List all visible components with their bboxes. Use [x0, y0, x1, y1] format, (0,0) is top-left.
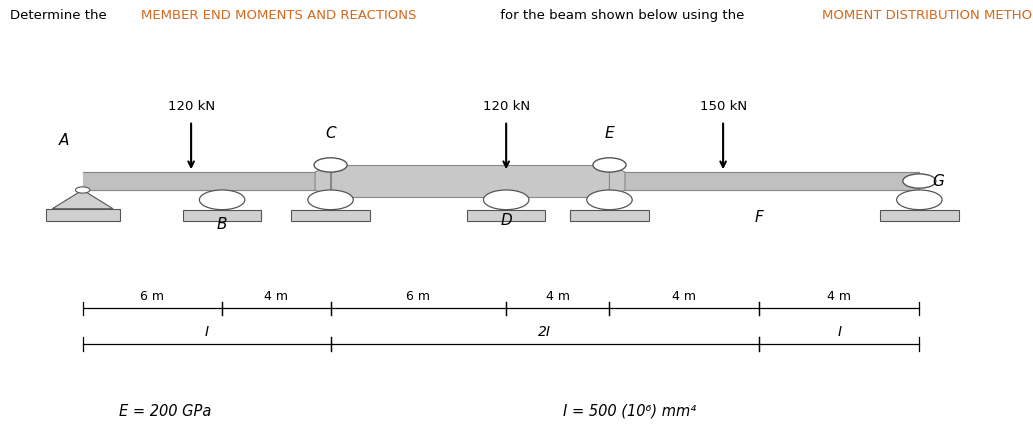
Bar [83, 172, 919, 190]
Polygon shape [53, 190, 113, 209]
Bar [183, 210, 261, 221]
Bar [45, 209, 120, 221]
Text: I = 500 (10⁶) mm⁴: I = 500 (10⁶) mm⁴ [563, 404, 696, 419]
Circle shape [314, 158, 347, 172]
Circle shape [308, 190, 353, 210]
Text: F: F [755, 210, 763, 225]
Text: E = 200 GPa: E = 200 GPa [119, 404, 211, 419]
Text: 2I: 2I [538, 325, 552, 339]
Text: 4 m: 4 m [545, 290, 570, 303]
Bar [880, 210, 959, 221]
Text: for the beam shown below using the: for the beam shown below using the [496, 9, 749, 22]
Circle shape [587, 190, 632, 210]
Text: 4 m: 4 m [672, 290, 696, 303]
Text: MOMENT DISTRIBUTION METHOD: MOMENT DISTRIBUTION METHOD [822, 9, 1033, 22]
Bar [291, 210, 370, 221]
Text: A: A [59, 132, 69, 148]
Polygon shape [315, 165, 331, 197]
Circle shape [483, 190, 529, 210]
Text: D: D [500, 213, 512, 228]
Bar [625, 172, 919, 190]
Text: I: I [838, 325, 841, 339]
Text: 120 kN: 120 kN [167, 100, 215, 113]
Bar [467, 210, 545, 221]
Circle shape [897, 190, 942, 210]
Circle shape [199, 190, 245, 210]
Circle shape [593, 158, 626, 172]
Text: 150 kN: 150 kN [699, 100, 747, 113]
Bar [570, 210, 649, 221]
Text: 120 kN: 120 kN [482, 100, 530, 113]
Bar [83, 172, 315, 190]
Text: MEMBER END MOMENTS AND REACTIONS: MEMBER END MOMENTS AND REACTIONS [140, 9, 416, 22]
Text: I: I [205, 325, 209, 339]
Text: 4 m: 4 m [264, 290, 288, 303]
Text: C: C [325, 126, 336, 141]
Text: E: E [604, 126, 615, 141]
Polygon shape [609, 165, 625, 197]
Text: Determine the: Determine the [10, 9, 112, 22]
Circle shape [903, 174, 936, 188]
Text: 6 m: 6 m [140, 290, 164, 303]
Text: G: G [933, 173, 944, 189]
Circle shape [75, 187, 90, 193]
Bar [331, 165, 609, 197]
Text: B: B [217, 217, 227, 232]
Text: 6 m: 6 m [406, 290, 431, 303]
Text: 4 m: 4 m [827, 290, 851, 303]
